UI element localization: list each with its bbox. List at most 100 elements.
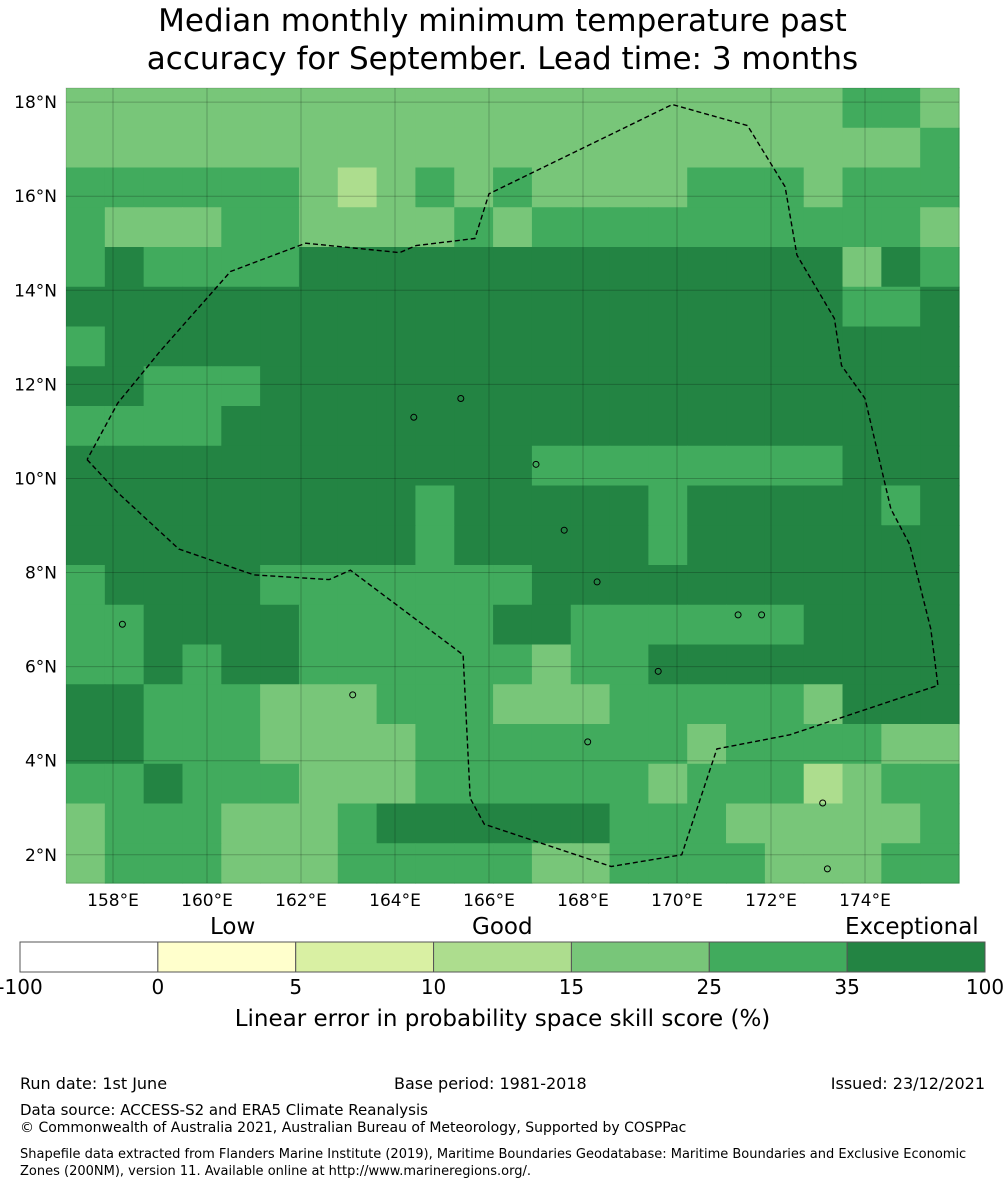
grid-cell [376,843,417,884]
grid-cell [764,88,805,129]
grid-cell [415,525,455,566]
grid-cell [648,644,688,685]
grid-cell [143,525,184,566]
island [532,460,540,468]
grid-cell [415,326,455,367]
grid-cell [531,88,572,129]
grid-cell [726,485,766,526]
grid-cell [842,485,882,526]
grid-cell [260,525,300,566]
grid-cell [609,485,649,526]
grid-cell [66,803,106,844]
grid-cell [66,445,106,487]
grid-cell [66,127,106,169]
grid-cell [493,326,533,367]
colorbar-category: Good [472,914,533,940]
grid-cell [687,286,727,328]
grid-cell [221,604,261,646]
grid-cell [260,684,300,725]
grid-cell [803,485,844,526]
grid-cell [104,485,145,526]
grid-cell [260,803,300,844]
grid-cell [104,604,145,646]
grid-cell [687,763,727,805]
grid-cell [337,88,378,129]
grid-cell [337,286,378,328]
grid-cell [376,127,417,169]
grid-cell [66,763,106,805]
grid-cell [66,167,106,208]
grid-cell [531,565,572,606]
grid-cell [531,207,572,248]
grid-cell [881,763,921,805]
grid-cell [570,167,611,208]
grid-cell [803,286,844,328]
grid-cell [881,88,921,129]
grid-cell [531,247,572,288]
grid-cell [803,763,844,805]
grid-cell [454,843,494,884]
grid-cell [221,525,261,566]
grid-cell [920,247,960,288]
grid-cell [182,485,222,526]
grid-cell [764,803,805,844]
grid-cell [337,485,378,526]
grid-cell [920,843,960,884]
grid-cell [337,684,378,725]
grid-cell [803,604,844,646]
colorbar-tick: 100 [965,975,1005,999]
grid-cell [221,207,261,248]
grid-cell [764,127,805,169]
grid-cell [376,644,417,685]
grid-cell [726,843,766,884]
lon-tick-label: 162°E [275,891,327,911]
grid-cell [66,326,106,367]
grid-cell [260,843,300,884]
island [349,691,357,699]
grid-cell [221,406,261,447]
grid-cell [920,763,960,805]
grid-cell [221,366,261,407]
grid-cell [531,724,572,765]
grid-cell [803,366,844,407]
colorbar-category: Low [210,914,256,940]
grid-cell [143,485,184,526]
grid-cell [726,763,766,805]
grid-cell [842,803,882,844]
grid-cell [66,525,106,566]
grid-cell [415,843,455,884]
grid-cell [143,127,184,169]
grid-cell [570,763,611,805]
grid-cell [182,724,222,765]
eez-boundary [86,103,939,868]
island [457,394,465,402]
grid-cell [493,724,533,765]
lat-tick-label: 14°N [14,281,57,301]
grid-cell [570,445,611,487]
grid-cell [842,88,882,129]
colorbar-axis-title: Linear error in probability space skill … [234,1006,771,1032]
grid-cell [881,565,921,606]
grid-cell [104,684,145,725]
grid-cell [66,286,106,328]
grid-cell [920,127,960,169]
grid-cell [143,565,184,606]
grid-cell [920,565,960,606]
grid-cell [415,445,455,487]
grid-cell [764,247,805,288]
lon-tick-label: 166°E [463,891,515,911]
grid-cell [648,88,688,129]
grid-cell [803,803,844,844]
grid-cell [337,763,378,805]
grid-cell [726,644,766,685]
grid-cell [648,843,688,884]
lat-tick-label: 2°N [25,846,57,866]
grid-cell [143,803,184,844]
grid-cell [803,88,844,129]
grid-cell [66,724,106,765]
colorbar-segment [708,941,848,973]
grid-cell [920,644,960,685]
grid-cell [454,763,494,805]
grid-cell [298,167,339,208]
grid-cell [182,644,222,685]
